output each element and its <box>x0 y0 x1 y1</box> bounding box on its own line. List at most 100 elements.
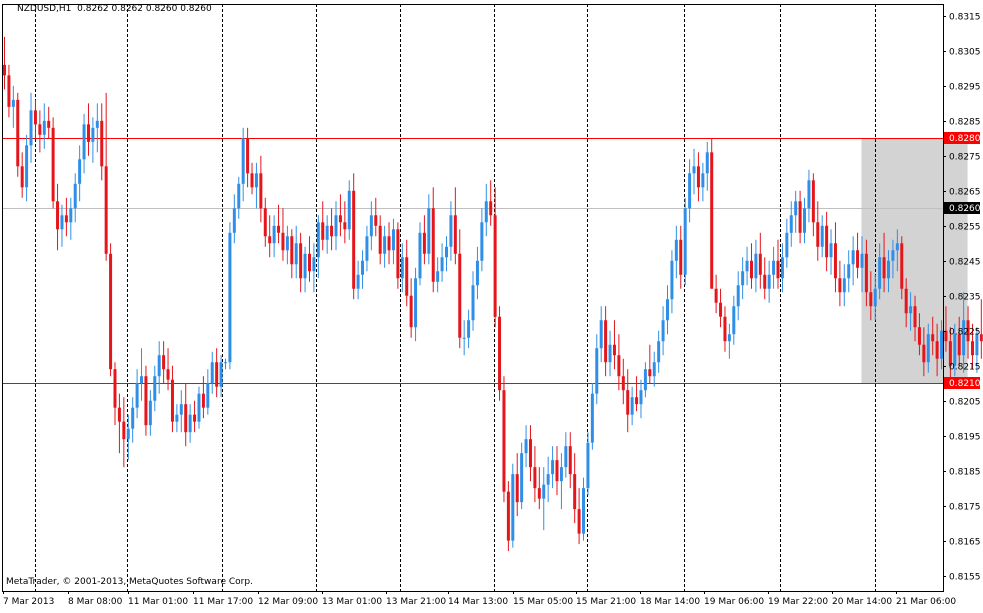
x-tick-label: 21 Mar 06:00 <box>896 597 956 607</box>
candle-body-bull <box>895 243 899 251</box>
candle-body-bear <box>825 225 829 258</box>
candle-body-bull <box>272 225 276 244</box>
candle-body-bull <box>639 390 643 405</box>
candle-body-bull <box>135 383 139 408</box>
candle-body-bull <box>95 120 99 128</box>
candle-body-bear <box>307 253 311 272</box>
candle-body-bear <box>515 474 519 503</box>
candle-body-bear <box>86 124 90 142</box>
candle-body-bull <box>334 215 338 237</box>
candle-body-bull <box>312 257 316 272</box>
x-tick-label: 14 Mar 13:00 <box>448 597 508 607</box>
y-tick-label: 0.8275 <box>949 153 981 163</box>
candle-body-bull <box>520 453 524 503</box>
candle-body-bear <box>533 467 537 489</box>
candle-body-bear <box>573 474 577 510</box>
candle-body-bear <box>16 99 20 167</box>
x-tick-label: 19 Mar 06:00 <box>704 597 764 607</box>
candle-body-bull <box>237 183 241 209</box>
candle-body-bear <box>453 215 457 254</box>
candle-body-bull <box>741 271 745 286</box>
x-tick-label: 18 Mar 14:00 <box>640 597 700 607</box>
candle-body-bear <box>193 414 197 422</box>
candle-body-bear <box>913 306 917 328</box>
candle-body-bull <box>232 208 236 233</box>
candle-body-bear <box>277 225 281 233</box>
candle-body-bear <box>577 509 581 534</box>
y-tick-label: 0.8265 <box>949 188 981 198</box>
candle-body-bull <box>780 257 784 279</box>
candle-body-bull <box>590 393 594 443</box>
candle-body-bull <box>546 474 550 485</box>
current-price-tag-bg <box>944 202 980 214</box>
candle-body-bull <box>285 236 289 251</box>
candle-body-bull <box>126 428 130 440</box>
candle-body-bull <box>789 215 793 233</box>
candle-body-bear <box>38 124 42 135</box>
candle-body-bull <box>511 474 515 541</box>
candle-body-bull <box>78 159 82 184</box>
candle-body-bear <box>679 239 683 275</box>
y-tick-label: 0.8295 <box>949 83 981 93</box>
candle-body-bull <box>670 260 674 300</box>
candle-body-bull <box>303 253 307 279</box>
candle-body-bull <box>42 120 46 135</box>
candle-body-bull <box>179 404 183 415</box>
level-price-tag-bg <box>944 132 980 144</box>
candle-body-bear <box>811 180 815 223</box>
candle-body-bull <box>391 229 395 251</box>
x-tick-label: 19 Mar 22:00 <box>768 597 828 607</box>
candle-body-bull <box>140 376 144 384</box>
candle-body-bull <box>484 201 488 223</box>
candle-body-bull <box>25 145 29 188</box>
candle-body-bull <box>842 278 846 293</box>
candle-body-bear <box>321 222 325 240</box>
candle-body-bear <box>979 334 983 342</box>
candle-body-bear <box>299 243 303 279</box>
candle-body-bull <box>851 250 855 265</box>
y-tick-label: 0.8165 <box>949 538 981 548</box>
ohlc-values: 0.8262 0.8262 0.8260 0.8260 <box>77 4 212 14</box>
candle-body-bull <box>701 173 705 188</box>
y-tick-label: 0.8205 <box>949 398 981 408</box>
candle-body-bear <box>944 330 948 342</box>
candle-body-bull <box>316 222 320 258</box>
candle-body-bull <box>73 183 77 209</box>
candle-body-bull <box>325 225 329 240</box>
x-tick-label: 13 Mar 01:00 <box>322 597 382 607</box>
candle-body-bear <box>696 166 700 188</box>
candle-body-bull <box>608 344 612 363</box>
candle-body-bull <box>652 362 656 377</box>
candle-body-bull <box>847 264 851 279</box>
x-tick-label: 12 Mar 09:00 <box>258 597 318 607</box>
candle-body-bull <box>666 299 669 321</box>
candle-body-bull <box>175 414 179 422</box>
candle-body-bull <box>767 274 771 289</box>
candle-body-bear <box>352 190 356 289</box>
candle-body-bull <box>962 320 966 356</box>
candle-body-bear <box>144 376 148 426</box>
candle-body-bear <box>776 260 780 279</box>
candle-body-bear <box>458 253 462 338</box>
candle-body-bear <box>246 138 250 174</box>
candle-body-bull <box>153 376 157 401</box>
candle-body-bear <box>117 407 121 422</box>
x-tick-label: 11 Mar 17:00 <box>193 597 253 607</box>
candle-body-bull <box>60 215 64 230</box>
candle-body-bull <box>745 260 749 272</box>
plot-frame <box>2 4 944 592</box>
candle-body-bull <box>754 253 758 279</box>
y-tick-label: 0.8175 <box>949 503 981 513</box>
y-tick-label: 0.8235 <box>949 293 981 303</box>
candle-body-bear <box>749 260 753 279</box>
candle-body-bear <box>184 404 188 433</box>
candle-body-bull <box>887 260 890 279</box>
candle-body-bear <box>104 166 108 254</box>
candle-body-bear <box>20 166 24 188</box>
candle-body-bull <box>940 330 944 359</box>
candle-body-bull <box>449 215 453 247</box>
candle-body-bear <box>935 341 939 359</box>
candle-body-bull <box>254 173 258 188</box>
candle-body-bull <box>878 257 882 289</box>
